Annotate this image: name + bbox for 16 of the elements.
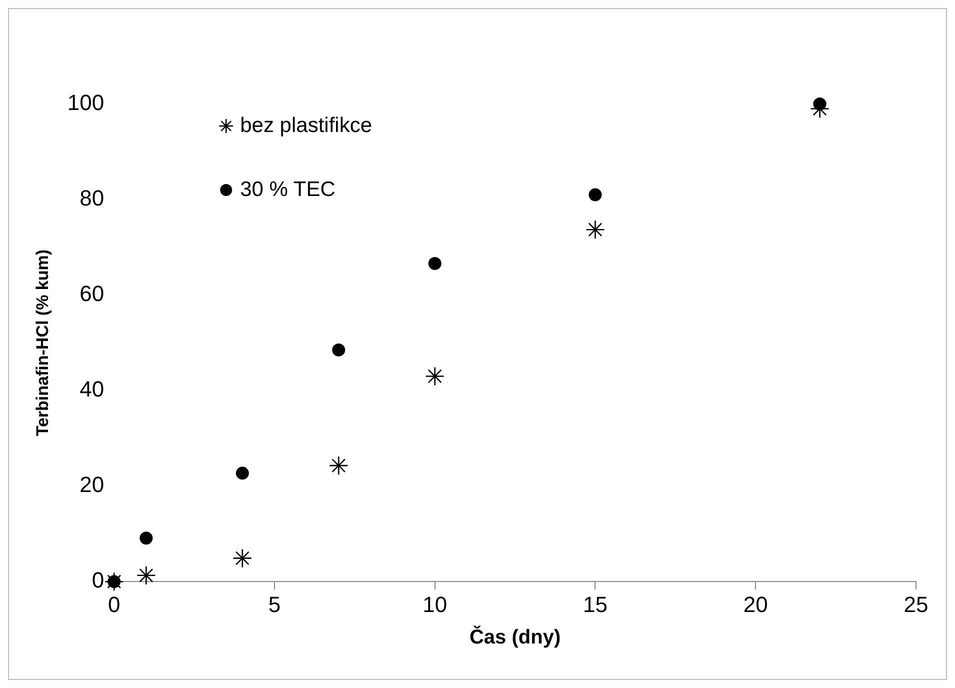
x-tick-label: 5: [268, 592, 281, 617]
y-tick-label: 60: [80, 281, 104, 306]
x-tick-label: 25: [904, 592, 928, 617]
y-tick-label: 100: [67, 90, 104, 116]
y-tick-label: 40: [80, 376, 104, 402]
legend-label: 30 % TEC: [240, 178, 336, 201]
x-tick-label: 20: [743, 592, 768, 617]
y-tick-label: 80: [80, 186, 104, 211]
x-tick-label: 10: [422, 592, 448, 617]
y-axis-title: Terbinafin-HCl (% kum): [32, 249, 52, 436]
x-tick-label: 15: [583, 592, 608, 617]
y-tick-label: 0: [92, 568, 104, 593]
x-axis-title: Čas (dny): [469, 626, 561, 649]
y-tick-label: 20: [80, 472, 104, 498]
legend-label: bez plastifikce: [240, 114, 372, 137]
x-tick-label: 0: [108, 592, 120, 617]
